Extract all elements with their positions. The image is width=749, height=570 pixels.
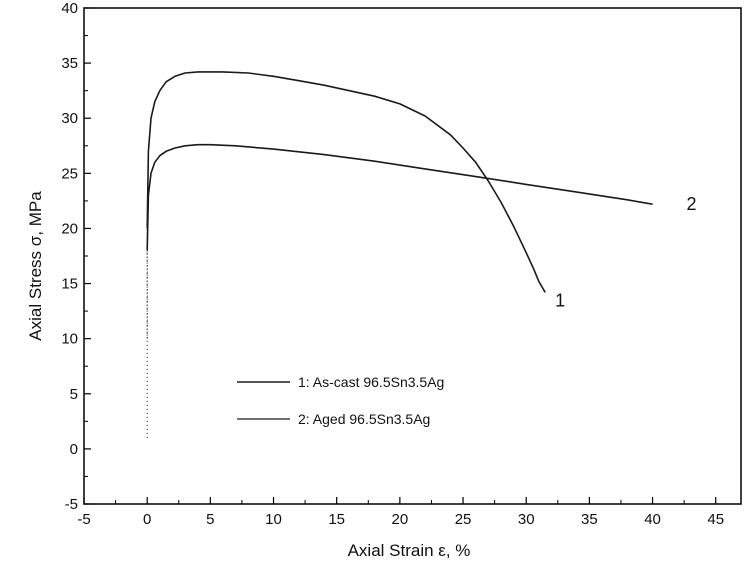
- x-tick-label: 35: [581, 511, 598, 528]
- y-tick-label: 15: [61, 276, 78, 293]
- axis-ticks: [83, 7, 717, 505]
- y-tick-label: 35: [61, 55, 78, 72]
- y-tick-label: 20: [61, 220, 78, 237]
- curve-label-2: 2: [687, 194, 697, 214]
- x-tick-label: 45: [707, 511, 724, 528]
- x-tick-label: 5: [206, 511, 214, 528]
- x-tick-label: 10: [265, 511, 282, 528]
- x-tick-label: 30: [518, 511, 535, 528]
- x-tick-label: 15: [328, 511, 345, 528]
- legend: 1: As-cast 96.5Sn3.5Ag 2: Aged 96.5Sn3.5…: [237, 374, 444, 427]
- y-tick-label: 25: [61, 165, 78, 182]
- y-tick-label: 10: [61, 331, 78, 348]
- x-tick-label: 0: [143, 511, 151, 528]
- y-axis-title: Axial Stress σ, MPa: [26, 191, 45, 341]
- x-axis-title: Axial Strain ε, %: [348, 541, 471, 560]
- x-tick-label: 40: [644, 511, 661, 528]
- y-tick-label: -5: [65, 496, 78, 513]
- y-tick-label: 5: [70, 386, 78, 403]
- y-tick-label: 30: [61, 110, 78, 127]
- legend-entry-1: 1: As-cast 96.5Sn3.5Ag: [298, 374, 444, 390]
- x-tick-label: -5: [77, 511, 90, 528]
- tick-labels: -5 0 5 10 15 20 25 30 35 40 45 -5 0 5 10 15 20 25 30 35 40: [61, 0, 724, 528]
- x-tick-label: 20: [392, 511, 409, 528]
- legend-entry-2: 2: Aged 96.5Sn3.5Ag: [298, 411, 430, 427]
- curve-label-1: 1: [555, 290, 565, 310]
- series-lines: [146, 71, 653, 438]
- plot-frame: [83, 7, 742, 505]
- x-tick-label: 25: [455, 511, 472, 528]
- y-tick-label: 0: [70, 441, 78, 458]
- series-line-1: [146, 71, 546, 293]
- y-tick-label: 40: [61, 0, 78, 17]
- series-line-2: [146, 143, 653, 251]
